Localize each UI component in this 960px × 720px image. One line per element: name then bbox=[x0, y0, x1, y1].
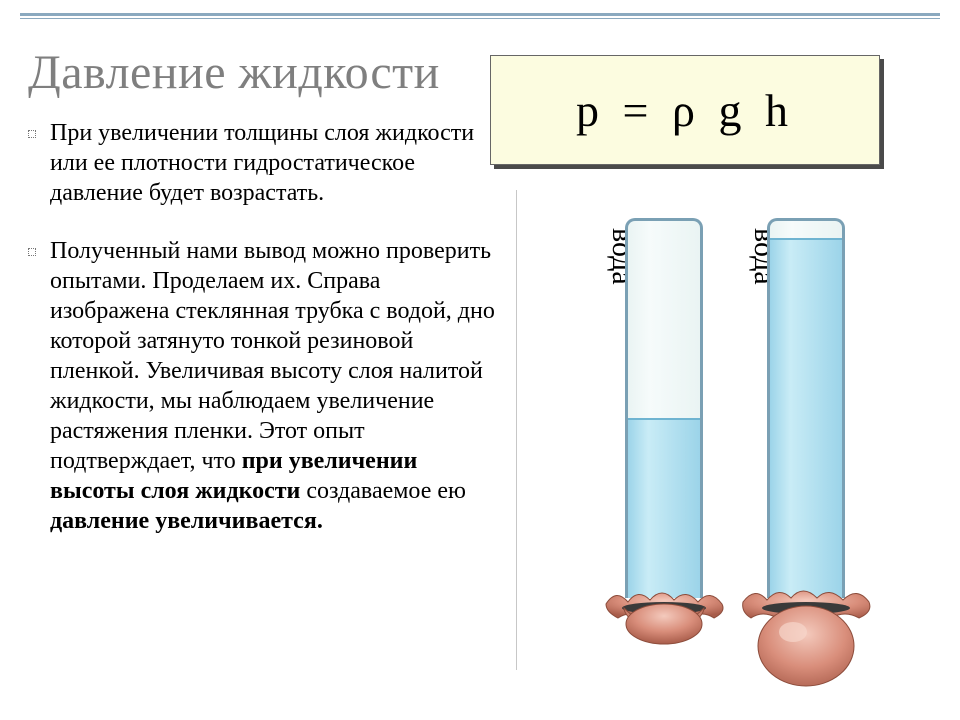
membrane-icon bbox=[731, 584, 881, 694]
tube-glass bbox=[625, 218, 703, 598]
tube-water bbox=[770, 238, 842, 598]
tube-water bbox=[628, 418, 700, 598]
bullet-text: Полученный нами вывод можно проверить оп… bbox=[50, 236, 500, 536]
separator-vertical bbox=[516, 190, 517, 670]
bullet-item: Полученный нами вывод можно проверить оп… bbox=[50, 236, 500, 536]
slide-title: Давление жидкости bbox=[28, 45, 440, 100]
tube-glass bbox=[767, 218, 845, 598]
header-rule bbox=[20, 13, 940, 19]
experiment-diagram: вода вода bbox=[545, 200, 945, 700]
tube-left bbox=[625, 218, 703, 598]
membrane-icon bbox=[594, 586, 734, 666]
formula-text: p = ρ g h bbox=[576, 84, 794, 137]
formula-box: p = ρ g h bbox=[490, 55, 880, 165]
bullet-list: При увеличении толщины слоя жидкости или… bbox=[50, 118, 500, 564]
tube-right bbox=[767, 218, 845, 598]
bullet-item: При увеличении толщины слоя жидкости или… bbox=[50, 118, 500, 208]
bullet-text: При увеличении толщины слоя жидкости или… bbox=[50, 118, 500, 208]
